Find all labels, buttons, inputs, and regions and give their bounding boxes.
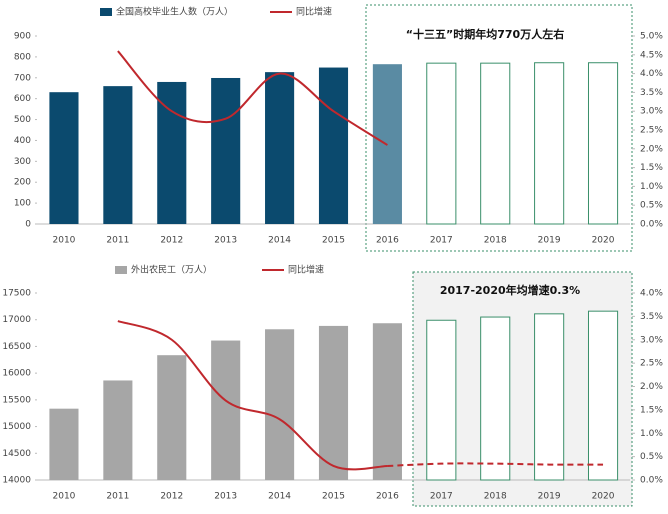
annotation: 2017-2020年均增速0.3% — [440, 283, 580, 297]
bar — [426, 319, 457, 481]
bar — [265, 329, 295, 480]
bar — [49, 408, 79, 480]
x-tick-label: 2010 — [53, 492, 76, 502]
legend-label: 同比增速 — [296, 6, 332, 18]
y-tick-label: 700 — [14, 73, 31, 83]
x-tick-label: 2016 — [376, 492, 399, 502]
x-tick-label: 2017 — [430, 236, 453, 246]
y-tick-label: 17000 — [2, 315, 31, 325]
y2-tick-label: 3.5% — [640, 88, 663, 98]
x-tick-label: 2018 — [484, 236, 507, 246]
bar — [211, 340, 241, 480]
x-tick-label: 2015 — [322, 236, 345, 246]
y-tick-label: 17500 — [2, 289, 31, 299]
x-tick-label: 2019 — [538, 492, 561, 502]
bar — [480, 316, 511, 481]
y2-tick-label: 4.5% — [640, 50, 663, 60]
y2-tick-label: 1.5% — [640, 163, 663, 173]
y2-tick-label: 5.0% — [640, 32, 663, 42]
x-tick-label: 2017 — [430, 492, 453, 502]
y2-tick-label: 3.0% — [640, 107, 663, 117]
y-tick-label: 400 — [14, 136, 31, 146]
y2-tick-label: 2.5% — [640, 126, 663, 136]
y-tick-label: 500 — [14, 115, 31, 125]
y-tick-label: 900 — [14, 32, 31, 42]
x-tick-label: 2014 — [268, 492, 291, 502]
x-tick-label: 2011 — [106, 236, 129, 246]
x-tick-label: 2015 — [322, 492, 345, 502]
y2-tick-label: 0.5% — [640, 452, 663, 462]
legend-label: 外出农民工（万人） — [131, 264, 212, 276]
x-tick-label: 2020 — [592, 492, 615, 502]
bar — [318, 67, 349, 224]
bar — [587, 310, 619, 481]
forecast-box — [365, 4, 633, 252]
y2-tick-label: 1.0% — [640, 182, 663, 192]
y-tick-label: 15500 — [2, 395, 31, 405]
y2-tick-label: 4.0% — [640, 289, 663, 299]
x-tick-label: 2013 — [214, 492, 237, 502]
x-tick-label: 2020 — [592, 236, 615, 246]
y-tick-label: 16000 — [2, 369, 31, 379]
y-tick-label: 16500 — [2, 342, 31, 352]
y2-tick-label: 0.5% — [640, 201, 663, 211]
legend-label: 同比增速 — [288, 264, 324, 276]
y2-tick-label: 1.5% — [640, 405, 663, 415]
bar — [157, 81, 187, 224]
y2-tick-label: 0.0% — [640, 220, 663, 230]
y-tick-label: 100 — [14, 199, 31, 209]
legend-swatch — [115, 266, 127, 274]
bar — [49, 92, 79, 225]
y2-tick-label: 2.0% — [640, 144, 663, 154]
bar — [211, 77, 241, 224]
y2-tick-label: 2.5% — [640, 359, 663, 369]
y-tick-label: 14000 — [2, 476, 31, 486]
y-tick-label: 0 — [25, 220, 31, 230]
y2-tick-label: 3.0% — [640, 335, 663, 345]
x-tick-label: 2010 — [53, 236, 76, 246]
bar — [480, 62, 511, 225]
bar — [426, 62, 457, 225]
y-tick-label: 300 — [14, 157, 31, 167]
bar — [534, 62, 565, 225]
x-tick-label: 2018 — [484, 492, 507, 502]
y2-tick-label: 1.0% — [640, 429, 663, 439]
y-tick-label: 800 — [14, 52, 31, 62]
x-tick-label: 2011 — [106, 492, 129, 502]
line — [117, 320, 388, 471]
y2-tick-label: 2.0% — [640, 382, 663, 392]
bar — [318, 325, 349, 480]
y2-tick-label: 4.0% — [640, 69, 663, 79]
x-tick-label: 2013 — [214, 236, 237, 246]
bar — [157, 355, 187, 480]
bar — [372, 323, 402, 480]
bar — [587, 62, 619, 225]
legend-swatch — [100, 8, 112, 16]
x-tick-label: 2016 — [376, 236, 399, 246]
x-tick-label: 2014 — [268, 236, 291, 246]
bar — [103, 380, 133, 480]
bar — [103, 86, 133, 224]
bar — [265, 72, 295, 224]
y-tick-label: 600 — [14, 94, 31, 104]
legend-label: 全国高校毕业生人数（万人） — [116, 6, 233, 18]
y-tick-label: 15000 — [2, 422, 31, 432]
x-tick-label: 2019 — [538, 236, 561, 246]
x-tick-label: 2012 — [160, 236, 183, 246]
y-tick-label: 200 — [14, 178, 31, 188]
y-tick-label: 14500 — [2, 449, 31, 459]
y2-tick-label: 3.5% — [640, 312, 663, 322]
line — [117, 50, 388, 146]
bar — [534, 313, 565, 481]
y2-tick-label: 0.0% — [640, 476, 663, 486]
x-tick-label: 2012 — [160, 492, 183, 502]
annotation: “十三五”时期年均770万人左右 — [406, 27, 564, 41]
